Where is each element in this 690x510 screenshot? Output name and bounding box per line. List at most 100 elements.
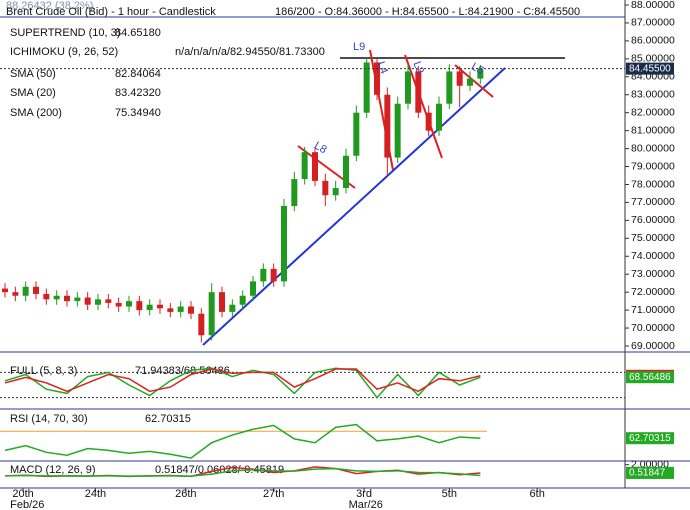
x-tick-label: 5th bbox=[442, 488, 457, 500]
indicator-value: 83.42320 bbox=[115, 87, 161, 99]
candle-body bbox=[363, 62, 370, 113]
trendline bbox=[404, 54, 443, 159]
y-tick-label: 87.00000 bbox=[631, 17, 675, 29]
candle-body bbox=[126, 301, 132, 307]
price-tag-label: 62.70315 bbox=[629, 433, 671, 444]
candle-body bbox=[291, 179, 298, 207]
fib-label: 88.26432 (38.2%) bbox=[6, 0, 93, 12]
y-tick-label: 80.00000 bbox=[631, 142, 675, 154]
x-tick-label: 27th bbox=[263, 488, 284, 500]
indicator-name: SMA (20) bbox=[10, 87, 56, 99]
ohlc-readout: 186/200 - O:84.36000 - H:84.65500 - L:84… bbox=[275, 6, 580, 18]
candle-body bbox=[198, 313, 205, 336]
price-tag-label: 68.56486 bbox=[629, 372, 671, 383]
y-tick-label: 69.00000 bbox=[631, 340, 675, 352]
candle-body bbox=[64, 295, 70, 302]
candle-body bbox=[312, 152, 318, 181]
candle-body bbox=[425, 112, 432, 131]
y-tick-label: 70.00000 bbox=[631, 322, 675, 334]
indicator-name: SMA (50) bbox=[10, 68, 56, 80]
price-tag bbox=[626, 371, 674, 384]
panel-title: RSI (14, 70, 30) bbox=[10, 413, 88, 425]
y-tick-label: 79.00000 bbox=[631, 160, 675, 172]
candle-body bbox=[281, 206, 287, 282]
x-sublabel: Mar/26 bbox=[349, 499, 383, 510]
candle-body bbox=[229, 304, 236, 312]
candle-body bbox=[115, 302, 122, 307]
indicator-line bbox=[4, 467, 481, 477]
x-tick-label: 24th bbox=[85, 488, 106, 500]
y-tick-label: 74.00000 bbox=[631, 250, 675, 262]
candle-body bbox=[43, 293, 50, 300]
candle-body bbox=[250, 281, 256, 296]
drawing-label: L4 bbox=[374, 60, 389, 76]
panel-title: MACD (12, 26, 9) bbox=[10, 464, 96, 476]
y-tick-label: 77.00000 bbox=[631, 196, 675, 208]
y-tick-label: 81.00000 bbox=[631, 124, 675, 136]
indicator-name: SUPERTREND (10, 3) bbox=[10, 27, 120, 39]
candle-body bbox=[353, 112, 360, 156]
candle-body bbox=[157, 304, 163, 309]
candle-body bbox=[456, 71, 463, 86]
candle-body bbox=[208, 292, 215, 336]
candle-body bbox=[84, 297, 91, 305]
x-tick-label: 26th bbox=[175, 488, 196, 500]
indicator-name: SMA (200) bbox=[10, 107, 62, 119]
drawing-label: L3 bbox=[410, 60, 425, 76]
candle-body bbox=[136, 301, 143, 311]
candle-body bbox=[477, 68, 484, 79]
candle-body bbox=[270, 268, 277, 282]
indicator-value: 75.34940 bbox=[115, 107, 161, 119]
candle-body bbox=[167, 308, 174, 312]
candle-body bbox=[446, 71, 453, 104]
candle-body bbox=[260, 268, 267, 282]
price-tag-label: 84.45500 bbox=[629, 63, 671, 74]
candle-body bbox=[239, 295, 246, 305]
candle-body bbox=[332, 188, 339, 196]
candle-body bbox=[2, 288, 8, 293]
y-tick-label: 72.00000 bbox=[631, 286, 675, 298]
candle-body bbox=[436, 103, 442, 131]
candle-body bbox=[394, 103, 401, 158]
y-tick-label: 71.00000 bbox=[631, 304, 675, 316]
candle-body bbox=[22, 286, 29, 296]
candle-body bbox=[146, 304, 153, 311]
candle-body bbox=[53, 295, 60, 300]
candle-body bbox=[405, 71, 411, 104]
x-tick-label: 3rd bbox=[356, 488, 372, 500]
price-tag bbox=[626, 62, 674, 75]
candle-body bbox=[467, 78, 473, 86]
candle-body bbox=[384, 94, 391, 158]
drawing-label: L5 bbox=[469, 61, 486, 78]
indicator-line bbox=[4, 423, 481, 459]
drawing-label: L8 bbox=[312, 140, 329, 157]
indicator-name: ICHIMOKU (9, 26, 52) bbox=[10, 46, 118, 58]
candle-body bbox=[343, 155, 349, 189]
indicator-value: 84.65180 bbox=[115, 27, 161, 39]
chart-title: Brent Crude Oil (Bid) - 1 hour - Candles… bbox=[6, 6, 216, 18]
panel-title: FULL (5, 8, 3) bbox=[10, 365, 77, 377]
candle-body bbox=[219, 292, 225, 312]
drawing-label: L9 bbox=[353, 41, 365, 53]
panel-values: 71.94383/68.56486 bbox=[135, 365, 230, 377]
candle-body bbox=[105, 299, 112, 303]
candle-body bbox=[188, 306, 194, 314]
price-tag bbox=[626, 466, 674, 479]
indicator-value: 82.84064 bbox=[115, 68, 161, 80]
indicator-line bbox=[4, 368, 481, 393]
candle-body bbox=[177, 306, 184, 312]
y-tick-label: 78.00000 bbox=[631, 178, 675, 190]
y-tick-label: 83.00000 bbox=[631, 89, 675, 101]
y-tick-label: 76.00000 bbox=[631, 214, 675, 226]
candle-body bbox=[95, 299, 101, 305]
candle-body bbox=[415, 71, 422, 113]
candle-body bbox=[12, 292, 19, 296]
indicator-value: n/a/n/a/n/a/82.94550/81.73300 bbox=[175, 46, 325, 58]
y-tick-label: 86.00000 bbox=[631, 35, 675, 47]
y-tick-label: 75.00000 bbox=[631, 232, 675, 244]
candle-body bbox=[74, 297, 81, 302]
candle-body bbox=[301, 152, 308, 180]
y-tick-label: 82.00000 bbox=[631, 106, 675, 118]
y-tick-label: 85.00000 bbox=[631, 53, 675, 65]
